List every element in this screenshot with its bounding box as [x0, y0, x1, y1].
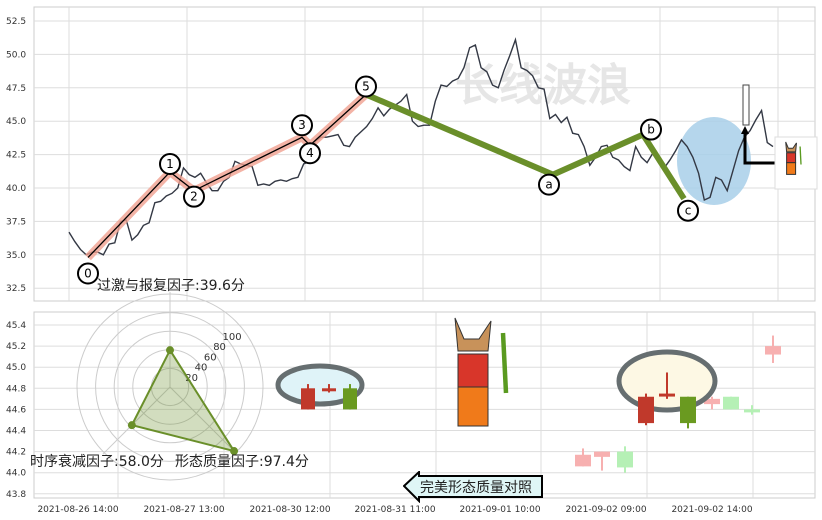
y-tick-label: 32.5 — [6, 284, 26, 294]
highlight-ellipse — [677, 117, 751, 205]
radar-axis — [102, 386, 171, 455]
wave-label-2: 2 — [190, 190, 198, 204]
radar-point — [166, 346, 174, 355]
candle-body — [723, 396, 739, 410]
mascot-small-head — [785, 141, 797, 153]
wave-label-c: c — [685, 204, 692, 218]
x-tick-label: 2021-08-26 14:00 — [37, 505, 118, 515]
y-tick-label: 45.2 — [6, 342, 26, 352]
candle-body — [575, 454, 591, 467]
x-tick-label: 2021-08-30 12:00 — [249, 505, 330, 515]
y-tick-label: 52.5 — [6, 17, 26, 27]
arrow-up-icon — [741, 126, 749, 134]
mascot-head — [454, 317, 492, 352]
candle-body — [343, 388, 357, 410]
marker-bar — [742, 84, 750, 126]
impulse-wave-line — [87, 93, 367, 258]
y-tick-label: 37.5 — [6, 217, 26, 227]
y-tick-label: 42.5 — [6, 151, 26, 161]
wave-label-0: 0 — [84, 266, 92, 280]
mascot-pants — [457, 386, 489, 427]
candle-body — [322, 388, 336, 392]
wave-label-circle — [677, 199, 699, 222]
radar-label-form: 形态质量因子:97.4分 — [175, 454, 309, 470]
candle-body — [704, 398, 720, 405]
y-tick-label: 44.6 — [6, 405, 26, 415]
y-tick-label: 44.2 — [6, 448, 26, 458]
x-tick-label: 2021-09-02 14:00 — [671, 505, 752, 515]
wave-label-circle — [183, 185, 205, 208]
wave-label-a: a — [545, 178, 552, 192]
radar-ring-label: 60 — [204, 352, 217, 363]
radar-ring-label: 80 — [213, 342, 226, 353]
wave-label-circle — [299, 142, 321, 165]
watermark: 长线波浪 — [455, 60, 631, 111]
y-tick-label: 47.5 — [6, 84, 26, 94]
wave-label-circle — [77, 262, 99, 285]
mascot-pliers — [500, 332, 509, 394]
price-line — [68, 37, 774, 256]
callout-arrow[interactable]: 完美形态质量对照 — [403, 471, 545, 503]
y-tick-label: 44.0 — [6, 469, 26, 479]
wave-label-b: b — [647, 123, 655, 137]
wave-label-circle — [640, 118, 662, 141]
wave-label-4: 4 — [306, 146, 314, 160]
wave-label-circle — [159, 152, 181, 175]
radar-ring-label: 40 — [195, 363, 208, 374]
mascot-apron — [457, 353, 489, 388]
y-tick-label: 43.8 — [6, 490, 26, 500]
wave-label-1: 1 — [166, 157, 174, 171]
wave-label-5: 5 — [362, 79, 370, 93]
wave-label-circle — [291, 114, 313, 137]
radar-point — [230, 447, 239, 456]
y-tick-label: 50.0 — [6, 50, 26, 60]
wave-label-circle — [355, 75, 377, 98]
mascot-small-pliers — [799, 146, 802, 165]
x-tick-label: 2021-08-31 11:00 — [354, 505, 435, 515]
candle-body — [638, 396, 654, 424]
mascot-small-pants — [786, 162, 797, 175]
y-tick-label: 35.0 — [6, 251, 26, 261]
callout-label: 完美形态质量对照 — [420, 480, 532, 496]
radar-area — [130, 348, 237, 453]
x-tick-label: 2021-09-02 09:00 — [565, 505, 646, 515]
radar-point — [127, 421, 136, 430]
correction-wave-line — [364, 91, 687, 201]
x-tick-label: 2021-08-27 13:00 — [143, 505, 224, 515]
y-tick-label: 45.0 — [6, 363, 26, 373]
candle-body — [680, 396, 696, 424]
candle-body — [744, 409, 760, 413]
wave-label-circle — [538, 173, 560, 196]
radar-label-excess: 过激与报复因子:39.6分 — [97, 277, 245, 294]
x-tick-label: 2021-09-01 10:00 — [459, 505, 540, 515]
mascot-small-apron — [786, 152, 797, 164]
candle-body — [659, 393, 675, 397]
candle-body — [594, 451, 610, 457]
candle-body — [617, 451, 633, 468]
y-tick-label: 44.8 — [6, 384, 26, 394]
y-tick-label: 45.0 — [6, 117, 26, 127]
y-tick-label: 40.0 — [6, 184, 26, 194]
wave-label-3: 3 — [298, 118, 306, 132]
radar-ring-label: 20 — [185, 373, 198, 384]
radar-ring-label: 100 — [223, 332, 242, 343]
y-tick-label: 45.4 — [6, 321, 26, 331]
highlight-ellipse-left — [275, 363, 365, 407]
radar-label-time: 时序衰减因子:58.0分 — [30, 453, 164, 470]
pointer-arrow — [743, 132, 775, 165]
arrow-left-icon — [403, 471, 543, 503]
candle-body — [765, 346, 781, 355]
y-tick-label: 44.4 — [6, 427, 26, 437]
radar-axis — [169, 386, 238, 455]
candle-body — [301, 388, 315, 410]
